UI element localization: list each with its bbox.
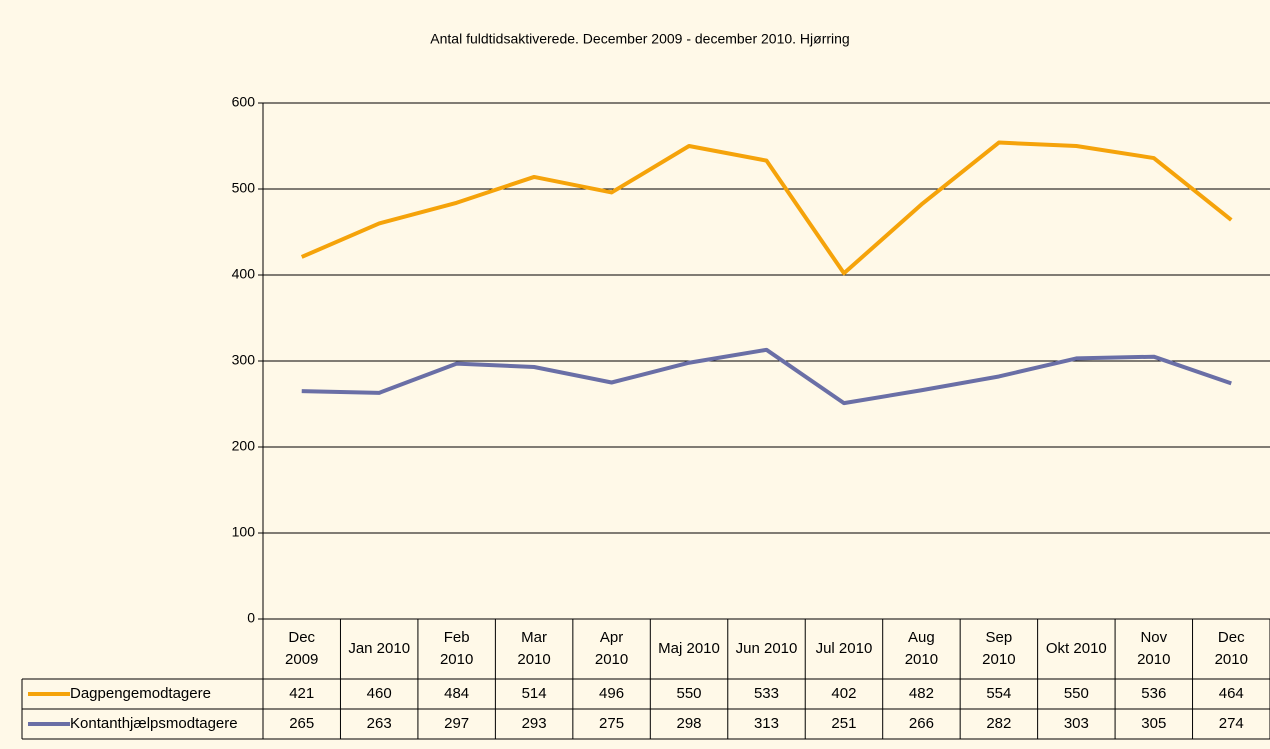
table-value: 421 <box>289 685 315 702</box>
category-label: Nov 2010 <box>1137 629 1171 668</box>
table-value: 482 <box>908 685 934 702</box>
category-label: Apr 2010 <box>594 629 629 668</box>
category-label: Dec 2010 <box>1214 629 1248 668</box>
table-value: 484 <box>444 685 470 702</box>
table-value: 550 <box>1063 685 1089 702</box>
table-value: 251 <box>831 715 857 732</box>
table-value: 460 <box>366 685 392 702</box>
table-value: 554 <box>986 685 1012 702</box>
table-value: 265 <box>289 715 315 732</box>
category-label: Jun 2010 <box>735 640 798 657</box>
table-value: 274 <box>1218 715 1244 732</box>
category-label: Sep 2010 <box>982 629 1016 668</box>
category-label: Aug 2010 <box>904 629 939 668</box>
y-tick-label: 300 <box>232 352 256 368</box>
table-value: 305 <box>1141 715 1167 732</box>
category-label: Dec 2009 <box>285 629 319 668</box>
y-tick-label: 500 <box>232 180 256 196</box>
y-tick-label: 200 <box>232 438 256 454</box>
category-label: Jul 2010 <box>815 640 873 657</box>
series-line <box>301 347 1232 406</box>
y-tick-label: 0 <box>247 610 255 626</box>
category-label: Jan 2010 <box>348 640 411 657</box>
table-value: 297 <box>444 715 470 732</box>
category-label: Maj 2010 <box>658 640 720 657</box>
y-tick-label: 600 <box>232 94 256 110</box>
chart-title: Antal fuldtidsaktiverede. December 2009 … <box>430 31 849 47</box>
table-value: 263 <box>366 715 392 732</box>
table-value: 275 <box>599 715 625 732</box>
table-value: 313 <box>753 715 779 732</box>
table-value: 298 <box>676 715 702 732</box>
table-value: 533 <box>753 685 779 702</box>
table-value: 402 <box>831 685 857 702</box>
y-tick-label: 400 <box>232 266 256 282</box>
table-value: 303 <box>1063 715 1089 732</box>
category-label: Feb 2010 <box>439 629 474 668</box>
category-label: Mar 2010 <box>517 629 551 668</box>
table-value: 282 <box>986 715 1012 732</box>
table-value: 496 <box>599 685 625 702</box>
table-value: 514 <box>521 685 547 702</box>
table-value: 266 <box>908 715 934 732</box>
y-tick-label: 100 <box>232 524 256 540</box>
table-value: 550 <box>676 685 702 702</box>
legend-label: Dagpengemodtagere <box>70 685 211 702</box>
legend-label: Kontanthjælpsmodtagere <box>70 715 238 732</box>
table-value: 536 <box>1141 685 1167 702</box>
table-value: 293 <box>521 715 547 732</box>
category-label: Okt 2010 <box>1045 640 1107 657</box>
table-value: 464 <box>1218 685 1244 702</box>
series-line <box>300 140 1233 276</box>
